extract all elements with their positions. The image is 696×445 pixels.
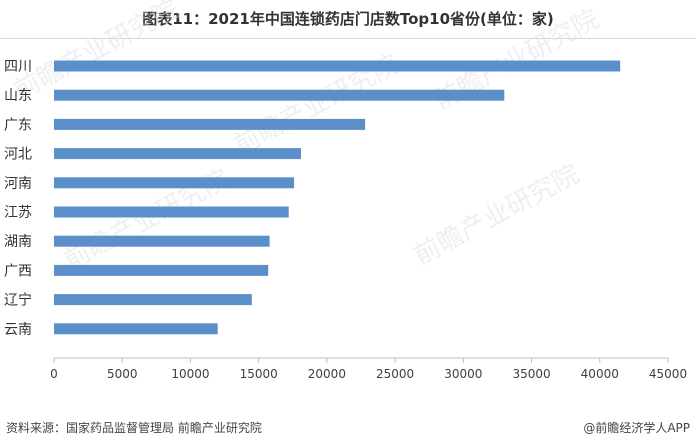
category-label: 辽宁: [4, 292, 32, 309]
x-axis: 0 5000 10000 15000 20000 25000 30000 35000 40000…: [50, 357, 687, 381]
watermark-text: 前瞻产业研究院: [409, 159, 584, 271]
bar-4: [54, 148, 301, 160]
credit-note: @前瞻经济学人APP: [583, 421, 690, 435]
x-tick-label: 35000: [512, 367, 550, 381]
category-label: 广东: [4, 117, 32, 133]
x-tick-label: 0: [50, 367, 58, 381]
bar-6: [54, 206, 289, 218]
bar-3: [54, 118, 366, 130]
chart-title: 图表11：2021年中国连锁药店门店数Top10省份(单位：家): [142, 10, 554, 28]
x-tick-label: 40000: [581, 367, 619, 381]
category-label: 山东: [4, 88, 32, 104]
title-divider: [0, 38, 696, 39]
x-tick-label: 15000: [240, 367, 278, 381]
bar-10: [54, 323, 218, 335]
bar-5: [54, 177, 295, 189]
category-label: 河南: [4, 176, 32, 192]
category-label: 广西: [4, 263, 32, 279]
bar-8: [54, 264, 269, 276]
category-label: 云南: [4, 322, 32, 338]
category-label: 湖南: [4, 234, 32, 250]
source-note: 资料来源：国家药品监督管理局 前瞻产业研究院: [6, 421, 262, 435]
x-tick-label: 25000: [376, 367, 414, 381]
x-tick-label: 30000: [444, 367, 482, 381]
x-tick-label: 20000: [308, 367, 346, 381]
bar-9: [54, 294, 252, 306]
x-tick-label: 10000: [171, 367, 209, 381]
bar-7: [54, 235, 270, 247]
x-tick-label: 45000: [649, 367, 687, 381]
bar-2: [54, 89, 505, 101]
category-label: 四川: [4, 59, 32, 75]
bar-1: [54, 60, 621, 72]
category-label: 江苏: [4, 205, 32, 221]
bars-group: [54, 60, 621, 335]
category-label: 河北: [4, 147, 32, 163]
x-tick-label: 5000: [107, 367, 138, 381]
